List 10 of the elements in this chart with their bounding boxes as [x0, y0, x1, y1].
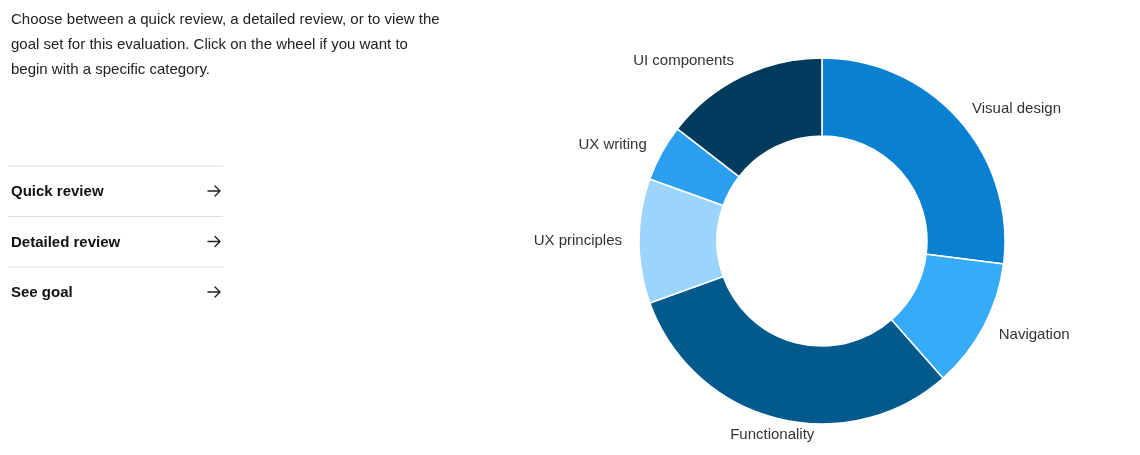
- slice-label: Visual design: [972, 98, 1061, 116]
- slice-label: Navigation: [998, 324, 1070, 342]
- text: Detailed review: [11, 232, 121, 250]
- slice-label: UX principles: [533, 230, 622, 248]
- slice-label: Functionality: [730, 424, 815, 442]
- text: Quick review: [11, 182, 104, 199]
- text: See goal: [11, 283, 73, 300]
- slice-label: UX writing: [578, 134, 647, 152]
- text: Choose between a quick review, a detailed review, or to view the goal set for this evaluation. Click on the wheel if you want to begin with a specific category.: [11, 10, 440, 77]
- slice-label: UI components: [633, 51, 735, 69]
